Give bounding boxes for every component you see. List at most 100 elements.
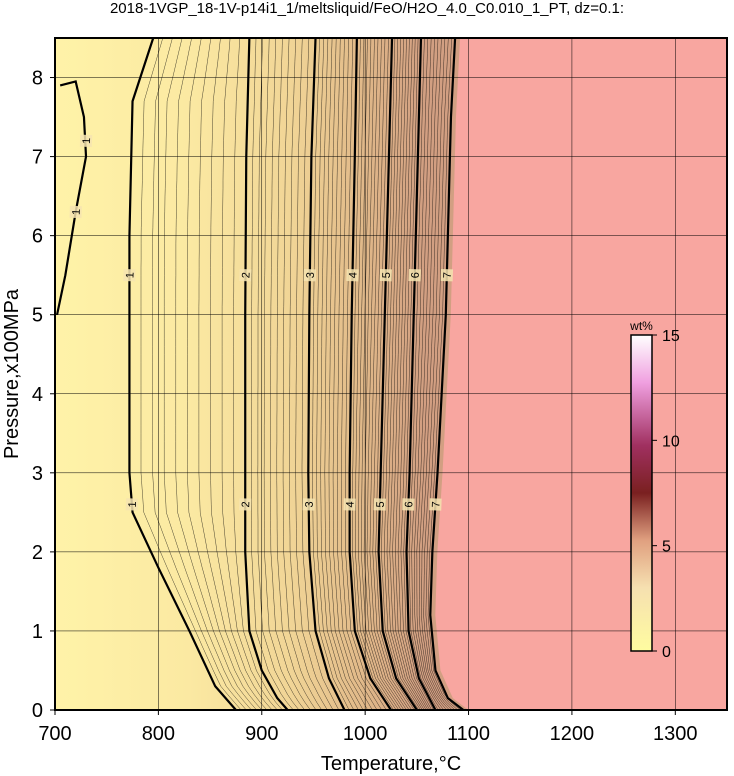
contour-label-group: 1: [79, 134, 93, 147]
x-tick-label: 900: [245, 723, 278, 745]
minor-contour: [328, 38, 368, 710]
minor-contour: [276, 38, 317, 710]
contour-label-group: 1: [125, 498, 139, 511]
contour-label-group: 3: [303, 268, 317, 282]
minor-contour: [389, 38, 425, 710]
contour-label-group: 7: [440, 268, 454, 282]
contour-label: 5: [375, 501, 387, 508]
minor-contour: [324, 38, 364, 710]
contour-label-group: 5: [373, 498, 387, 511]
contour-label-bg: [303, 268, 317, 282]
contour-label-bg: [302, 498, 315, 511]
minor-contour: [425, 38, 458, 710]
y-tick-label: 1: [32, 621, 43, 643]
contour-label: 1: [127, 501, 139, 508]
y-tick-label: 3: [32, 463, 43, 485]
minor-contour: [381, 38, 419, 710]
contour-label-bg: [123, 268, 136, 282]
contour-label: 1: [81, 138, 93, 145]
contour-label: 2: [240, 272, 252, 279]
contour-label-group: 5: [379, 268, 393, 282]
minor-contour: [210, 38, 273, 710]
minor-contour: [397, 38, 431, 710]
contour-label-group: 2: [239, 498, 252, 511]
contour-label-bg: [346, 268, 359, 282]
minor-contour: [363, 38, 405, 710]
minor-contour: [400, 38, 432, 710]
minor-contour: [251, 38, 294, 710]
minor-contour: [221, 38, 278, 710]
contour-label-group: 6: [402, 498, 415, 511]
contour-label: 4: [345, 501, 357, 508]
minor-contour: [355, 38, 397, 710]
contour-label: 4: [347, 272, 359, 279]
contour-line: [128, 38, 237, 710]
contour-label-bg: [125, 498, 139, 511]
x-tick-label: 1200: [550, 723, 595, 745]
minor-contour: [187, 38, 262, 710]
x-tick-label: 1300: [653, 723, 698, 745]
minor-contour: [423, 38, 456, 710]
minor-contour: [152, 38, 247, 710]
minor-contour: [352, 38, 394, 710]
minor-contour: [257, 38, 300, 710]
minor-contour: [282, 38, 322, 710]
minor-contour: [320, 38, 359, 710]
contour-label: 6: [410, 272, 422, 279]
minor-contour: [392, 38, 427, 710]
contour-label-bg: [239, 268, 252, 282]
minor-contour: [295, 38, 334, 710]
contour-label-group: 1: [69, 205, 83, 219]
minor-contour: [408, 38, 439, 710]
minor-contour: [312, 38, 350, 710]
contour-label: 1: [71, 209, 83, 216]
minor-contour: [375, 38, 415, 710]
minor-contour: [360, 38, 402, 710]
contour-label: 2: [240, 501, 252, 508]
contour-label: 3: [304, 501, 316, 508]
contour-label-group: 1: [123, 268, 137, 282]
colorbar-label: wt%: [629, 319, 653, 333]
minor-contour: [383, 38, 421, 710]
contour-label-bg: [69, 205, 82, 219]
minor-contour: [140, 38, 242, 710]
liquidus-region: [435, 38, 727, 710]
minor-contour: [395, 38, 429, 710]
y-axis-label: Pressure,x100MPa: [1, 288, 23, 459]
minor-contour: [366, 38, 407, 710]
colorbar-tick-label: 5: [662, 539, 671, 556]
x-tick-label: 700: [38, 723, 71, 745]
y-tick-label: 7: [32, 147, 43, 169]
colorbar-tick-label: 10: [662, 433, 680, 450]
y-tick-label: 0: [32, 700, 43, 722]
contour-label-bg: [408, 268, 421, 282]
contour-label-group: 7: [429, 498, 443, 511]
x-tick-label: 1000: [343, 723, 388, 745]
minor-contour: [289, 38, 328, 710]
contour-label-group: 6: [408, 268, 422, 282]
y-tick-label: 2: [32, 542, 43, 564]
y-tick-label: 4: [32, 384, 43, 406]
minor-contour: [263, 38, 305, 710]
x-axis-label: Temperature,°C: [321, 753, 461, 775]
contour-label: 7: [442, 272, 454, 279]
minor-contour: [369, 38, 410, 710]
contour-label-group: 2: [239, 268, 253, 282]
minor-contour: [332, 38, 373, 710]
contour-label-bg: [379, 268, 393, 282]
contour-label: 1: [124, 272, 136, 279]
contour-label-bg: [343, 498, 356, 511]
minor-contour: [336, 38, 378, 710]
minor-contour: [414, 38, 444, 710]
minor-contour: [163, 38, 252, 710]
contour-label: 5: [381, 272, 393, 279]
contour-line: [348, 38, 392, 710]
contour-label-bg: [239, 498, 252, 511]
plot-frame: [54, 37, 728, 711]
colorbar-tick-label: 0: [662, 644, 671, 661]
colorbar-tick-label: 15: [662, 328, 680, 345]
minor-contour: [421, 38, 453, 710]
contour-label-group: 4: [343, 498, 357, 511]
minor-contour: [233, 38, 283, 710]
contour-label-bg: [429, 498, 442, 511]
